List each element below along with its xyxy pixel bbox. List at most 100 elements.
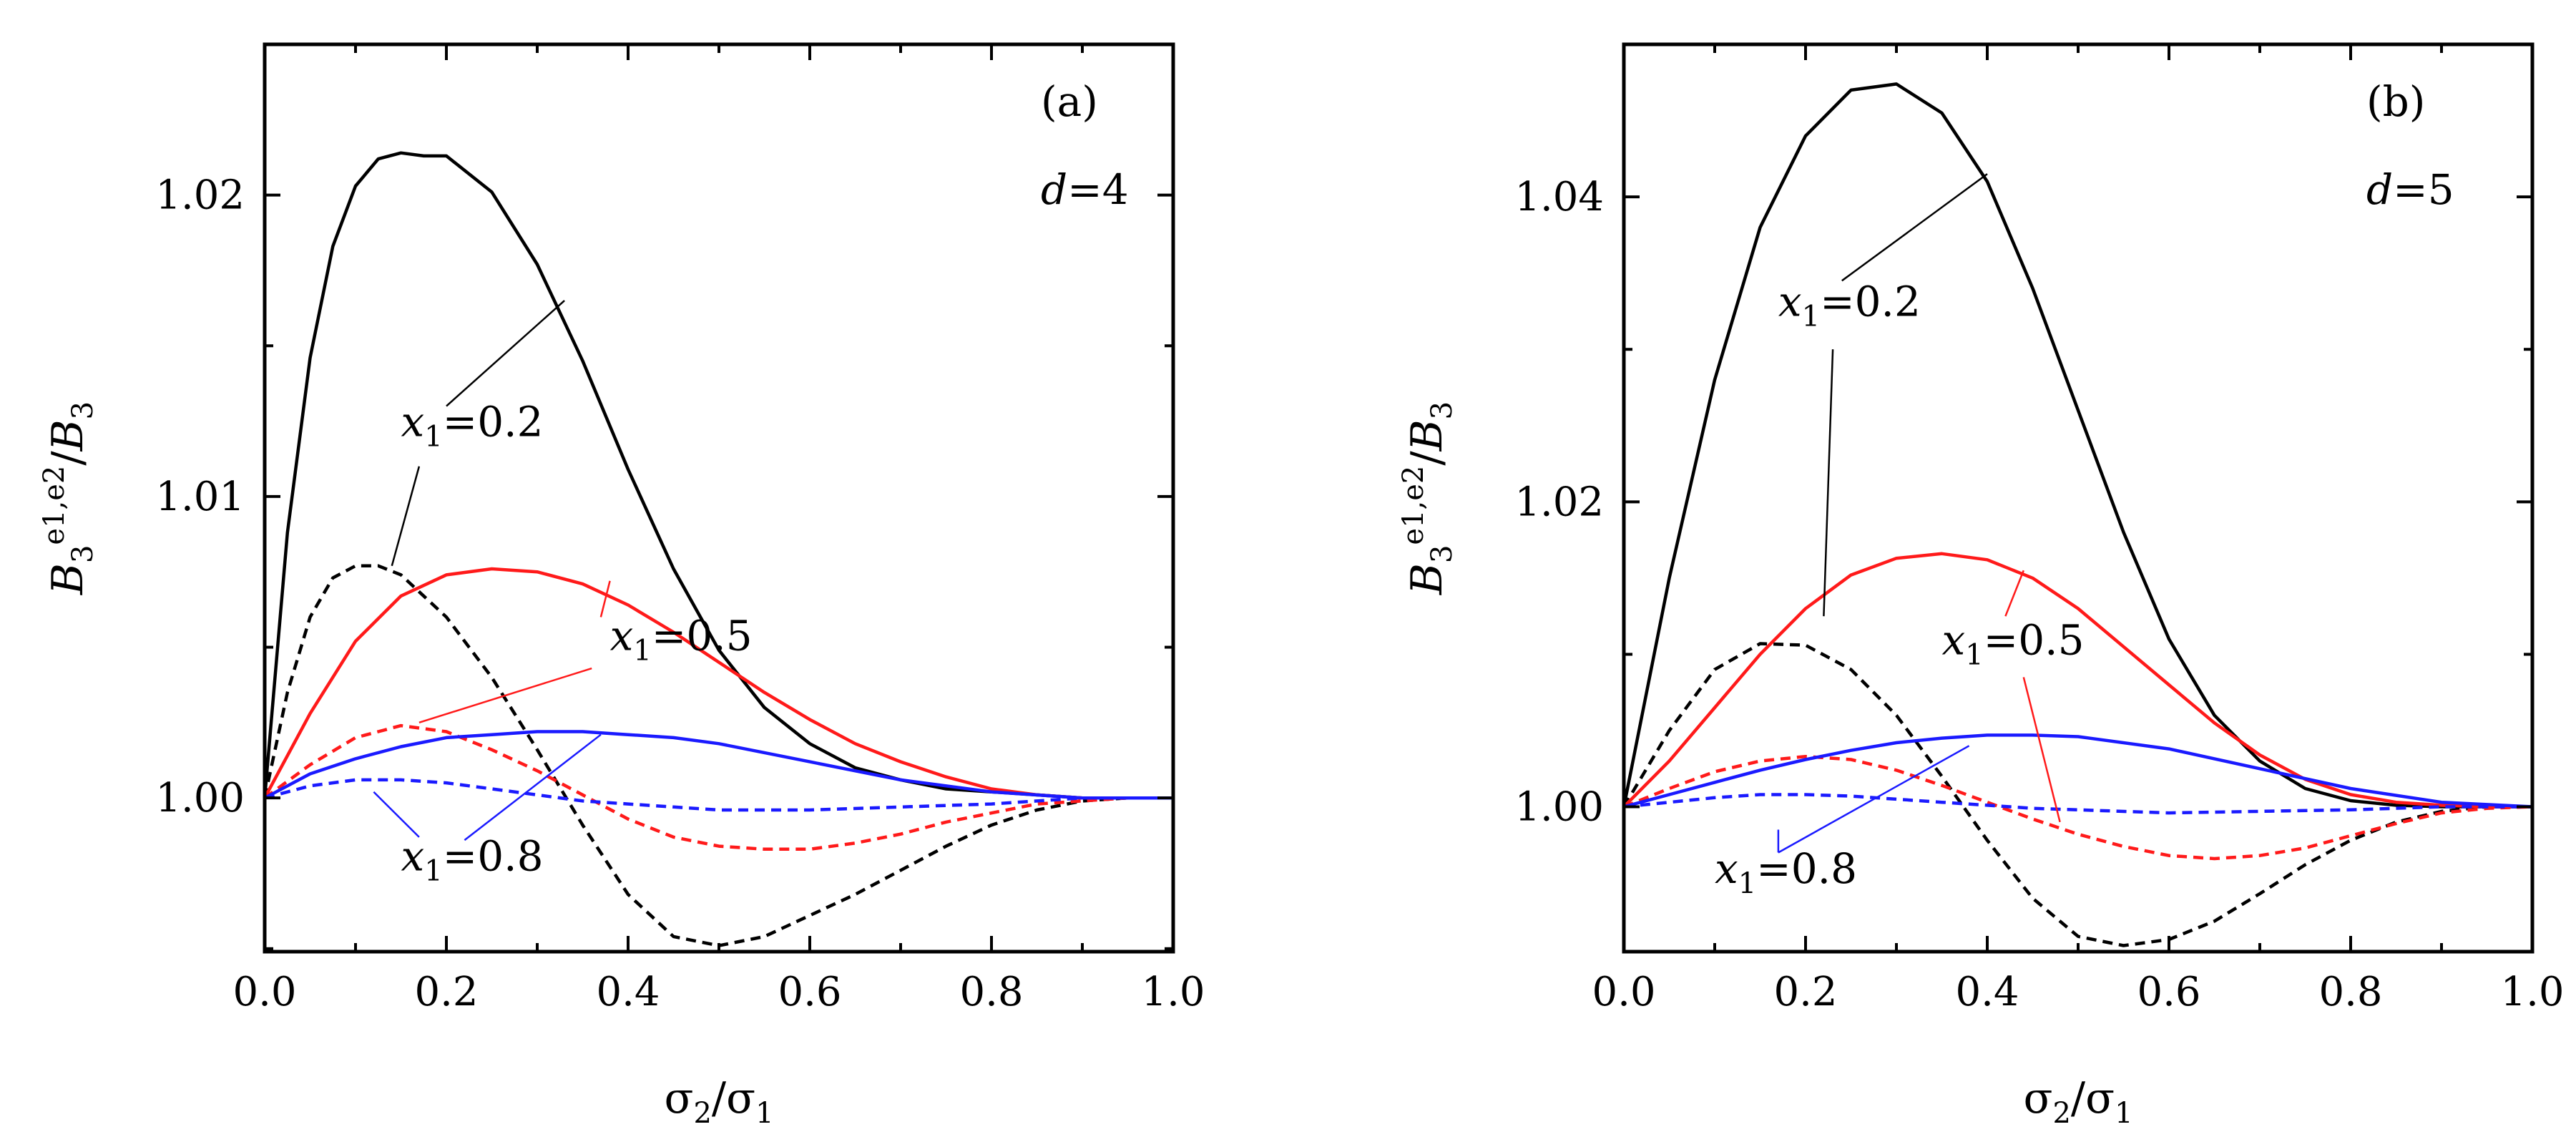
panel-b-ylabel-base2: B xyxy=(1402,419,1452,452)
panel-a-annotations: x1=0.2x1=0.5x1=0.8 xyxy=(401,398,753,888)
panel-a-xlabel-den-sub: 1 xyxy=(755,1097,773,1130)
panel-b-d-label: d=5 xyxy=(2366,165,2454,214)
panel-a-d-var: d xyxy=(1041,165,1067,214)
x-tick-label: 0.6 xyxy=(2137,969,2200,1015)
annotation-var: x xyxy=(401,398,425,446)
panel-a-xlabel-sep: / xyxy=(712,1073,727,1123)
annotation-sub: 1 xyxy=(633,635,651,668)
panel-a-d-label: d=4 xyxy=(1041,165,1129,214)
panel-b-series-red-solid-line xyxy=(1622,552,2532,809)
annotation-value: =0.5 xyxy=(652,612,753,660)
x-tick-label: 0.4 xyxy=(596,969,660,1015)
panel-b-annotation-label: x1=0.8 xyxy=(1715,844,1857,900)
panel-b-annotations: x1=0.2x1=0.5x1=0.8 xyxy=(1715,277,2085,900)
x-tick-label: 0.4 xyxy=(1955,969,2019,1015)
panel-b-leader-line-1-1 xyxy=(2022,677,2061,823)
panel-b-xlabel-sep: / xyxy=(2071,1073,2086,1123)
panel-a-leader-line-1-0 xyxy=(599,580,611,618)
panel-b-ticks xyxy=(1622,43,2534,952)
panel-b-leader-line-0-0 xyxy=(1841,173,1988,282)
panel-b-leader-line-2-0 xyxy=(1778,745,1970,854)
y-tick-label: 1.01 xyxy=(155,474,245,520)
panel-a-xlabel-num: σ xyxy=(664,1073,693,1123)
panel-a-chart: 0.0 0.2 0.4 0.6 0.8 1.0 1.00 1.01 1.02 (a) d=4 x… xyxy=(38,42,1205,1130)
panel-b-curves xyxy=(1622,82,2533,947)
panel-a-letter: (a) xyxy=(1041,77,1098,126)
panel-b-annotation-label: x1=0.5 xyxy=(1942,615,2085,671)
annotation-var: x xyxy=(1942,615,1966,664)
panel-b-ylabel-sep: / xyxy=(1402,451,1452,466)
panel-b-x-axis-label: σ2/σ1 xyxy=(2023,1073,2132,1130)
panel-b-xlabel-den-sub: 1 xyxy=(2115,1097,2132,1130)
panel-a-leader-line-0-0 xyxy=(446,300,565,407)
annotation-var: x xyxy=(1715,844,1738,893)
panel-a-series-blue-solid-line xyxy=(263,730,1173,800)
panel-b-d-eq: =5 xyxy=(2393,165,2454,214)
panel-b-annotation-label: x1=0.2 xyxy=(1778,277,1921,333)
annotation-var: x xyxy=(401,831,425,880)
panel-b-series-blue-solid-line xyxy=(1623,733,2533,809)
annotation-var: x xyxy=(1778,277,1802,326)
panel-b-chart: 0.0 0.2 0.4 0.6 0.8 1.0 1.00 1.02 1.04 (b) d=5 x… xyxy=(1397,42,2565,1130)
panel-a-series-red-solid-line xyxy=(263,567,1173,800)
panel-b-series-black-dashed-line xyxy=(1622,642,2532,947)
y-tick-label: 1.00 xyxy=(155,775,245,821)
panel-a-series-blue-dashed-line xyxy=(264,778,1173,812)
panel-b-y-axis-label: B3e1,e2/B3 xyxy=(1397,401,1459,595)
x-tick-label: 0.6 xyxy=(778,969,841,1015)
panel-a-ylabel-sup: e1,e2 xyxy=(38,466,71,545)
panel-a-leader-line-1-1 xyxy=(418,667,592,724)
panel-a-d-eq: =4 xyxy=(1067,165,1129,214)
panel-a-leaders xyxy=(373,300,611,841)
x-tick-label: 1.0 xyxy=(2500,969,2564,1015)
y-tick-label: 1.00 xyxy=(1514,784,1604,831)
annotation-sub: 1 xyxy=(424,421,442,454)
panel-a-ylabel-sep: / xyxy=(43,451,93,466)
annotation-var: x xyxy=(610,612,634,660)
x-tick-label: 1.0 xyxy=(1141,969,1205,1015)
panel-b-ylabel-sub2: 3 xyxy=(1426,401,1459,419)
x-tick-label: 0.0 xyxy=(1592,969,1655,1015)
x-tick-label: 0.8 xyxy=(959,969,1023,1015)
panel-a-y-axis-label: B3e1,e2/B3 xyxy=(38,401,99,595)
panel-a-ylabel-base: B xyxy=(43,563,93,595)
panel-b-series-black-solid-line xyxy=(1622,82,2532,809)
panel-b-leader-line-1-0 xyxy=(2004,570,2024,617)
panel-a-ylabel-sub2: 3 xyxy=(67,401,99,419)
annotation-value: =0.2 xyxy=(1820,277,1921,326)
panel-b-letter: (b) xyxy=(2366,77,2425,126)
panel-b-ylabel-sup: e1,e2 xyxy=(1397,466,1430,545)
annotation-value: =0.5 xyxy=(1984,615,2085,664)
panel-a-series-black-solid-line xyxy=(263,151,1173,800)
panel-a-annotation-label: x1=0.2 xyxy=(401,398,544,454)
panel-b-xlabel-num: σ xyxy=(2023,1073,2052,1123)
panel-b-d-var: d xyxy=(2366,165,2393,214)
panel-a-curves xyxy=(263,151,1173,947)
panel-a-leader-line-0-1 xyxy=(391,466,421,567)
x-tick-label: 0.0 xyxy=(232,969,296,1015)
panel-a-xlabel-den: σ xyxy=(726,1073,755,1123)
panel-b-ylabel-base: B xyxy=(1402,563,1452,595)
panel-a-leader-line-2-1 xyxy=(373,791,420,838)
annotation-sub: 1 xyxy=(1738,867,1756,900)
x-tick-label: 0.2 xyxy=(1773,969,1837,1015)
panel-a-leader-line-2-0 xyxy=(464,733,602,841)
y-tick-label: 1.04 xyxy=(1514,174,1604,220)
annotation-value: =0.8 xyxy=(1756,844,1857,893)
panel-a-series-red-dashed-line xyxy=(263,723,1173,851)
panel-a-x-axis-label: σ2/σ1 xyxy=(664,1073,773,1130)
annotation-sub: 1 xyxy=(424,854,442,887)
annotation-value: =0.2 xyxy=(443,398,544,446)
panel-a-annotation-label: x1=0.8 xyxy=(401,831,544,887)
panel-b-series-blue-dashed-line xyxy=(1623,793,2532,815)
panel-a-ylabel-base2: B xyxy=(43,419,93,452)
panel-a-xlabel-num-sub: 2 xyxy=(693,1097,711,1130)
panel-a-ylabel-sub: 3 xyxy=(67,545,99,563)
annotation-sub: 1 xyxy=(1965,638,1983,671)
annotation-sub: 1 xyxy=(1802,300,1820,333)
y-tick-label: 1.02 xyxy=(1514,479,1604,525)
panel-a-annotation-label: x1=0.5 xyxy=(610,612,753,668)
panel-b-leaders xyxy=(1777,173,2061,854)
panel-b-leader-line-0-1 xyxy=(1823,349,1834,617)
